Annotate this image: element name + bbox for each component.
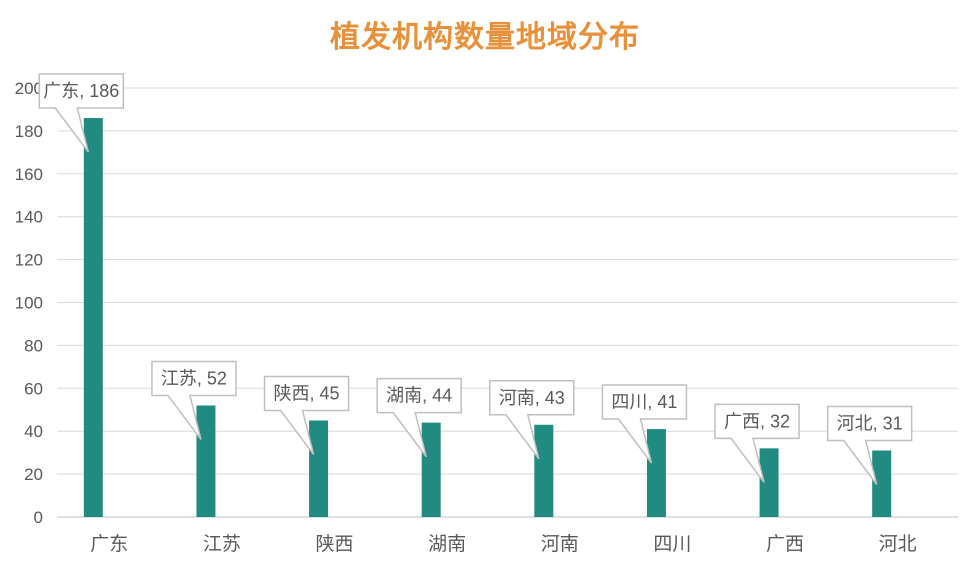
bar-河南	[534, 424, 554, 517]
data-label: 陕西, 45	[274, 383, 340, 403]
bar-河北	[872, 450, 892, 517]
data-label-callout	[714, 403, 800, 483]
y-tick-label: 140	[15, 208, 43, 227]
data-label-callout	[826, 405, 913, 485]
y-tick-label: 0	[34, 508, 43, 527]
data-label-callout	[38, 73, 125, 153]
data-label-callout	[489, 380, 575, 460]
data-label: 江苏, 52	[161, 368, 227, 388]
data-label: 河南, 43	[499, 388, 565, 408]
bar-湖南	[421, 422, 441, 517]
x-tick-label: 四川	[653, 534, 691, 555]
data-label-callout	[263, 375, 350, 455]
x-tick-label: 广东	[90, 533, 128, 555]
data-label-callout	[601, 384, 688, 464]
bar-广西	[759, 448, 779, 517]
data-label: 广西, 32	[724, 411, 790, 431]
x-tick-label: 江苏	[203, 533, 241, 555]
bar-广东	[83, 118, 103, 517]
y-tick-label: 20	[24, 465, 43, 484]
data-label: 湖南, 44	[386, 386, 452, 406]
y-tick-label: 40	[24, 422, 43, 441]
bar-陕西	[309, 420, 329, 517]
data-label-callout	[151, 360, 237, 440]
data-label: 广东, 186	[43, 81, 119, 101]
bar-江苏	[196, 405, 216, 517]
x-tick-label: 河南	[541, 533, 579, 555]
y-tick-label: 100	[15, 294, 43, 313]
y-tick-label: 80	[24, 336, 43, 355]
data-label: 河北, 31	[837, 414, 903, 434]
x-tick-label: 陕西	[316, 533, 354, 555]
y-tick-label: 200	[15, 79, 43, 98]
x-tick-label: 河北	[879, 533, 917, 555]
chart-title: 植发机构数量地域分布	[330, 21, 640, 54]
x-tick-label: 广西	[766, 533, 804, 555]
bar-四川	[646, 429, 666, 517]
x-tick-label: 湖南	[428, 533, 466, 555]
data-label-callout	[376, 377, 462, 458]
y-tick-label: 60	[24, 379, 43, 398]
y-tick-label: 160	[15, 165, 43, 184]
y-tick-label: 180	[15, 122, 43, 141]
y-tick-label: 120	[15, 251, 43, 270]
data-label: 四川, 41	[611, 392, 677, 412]
